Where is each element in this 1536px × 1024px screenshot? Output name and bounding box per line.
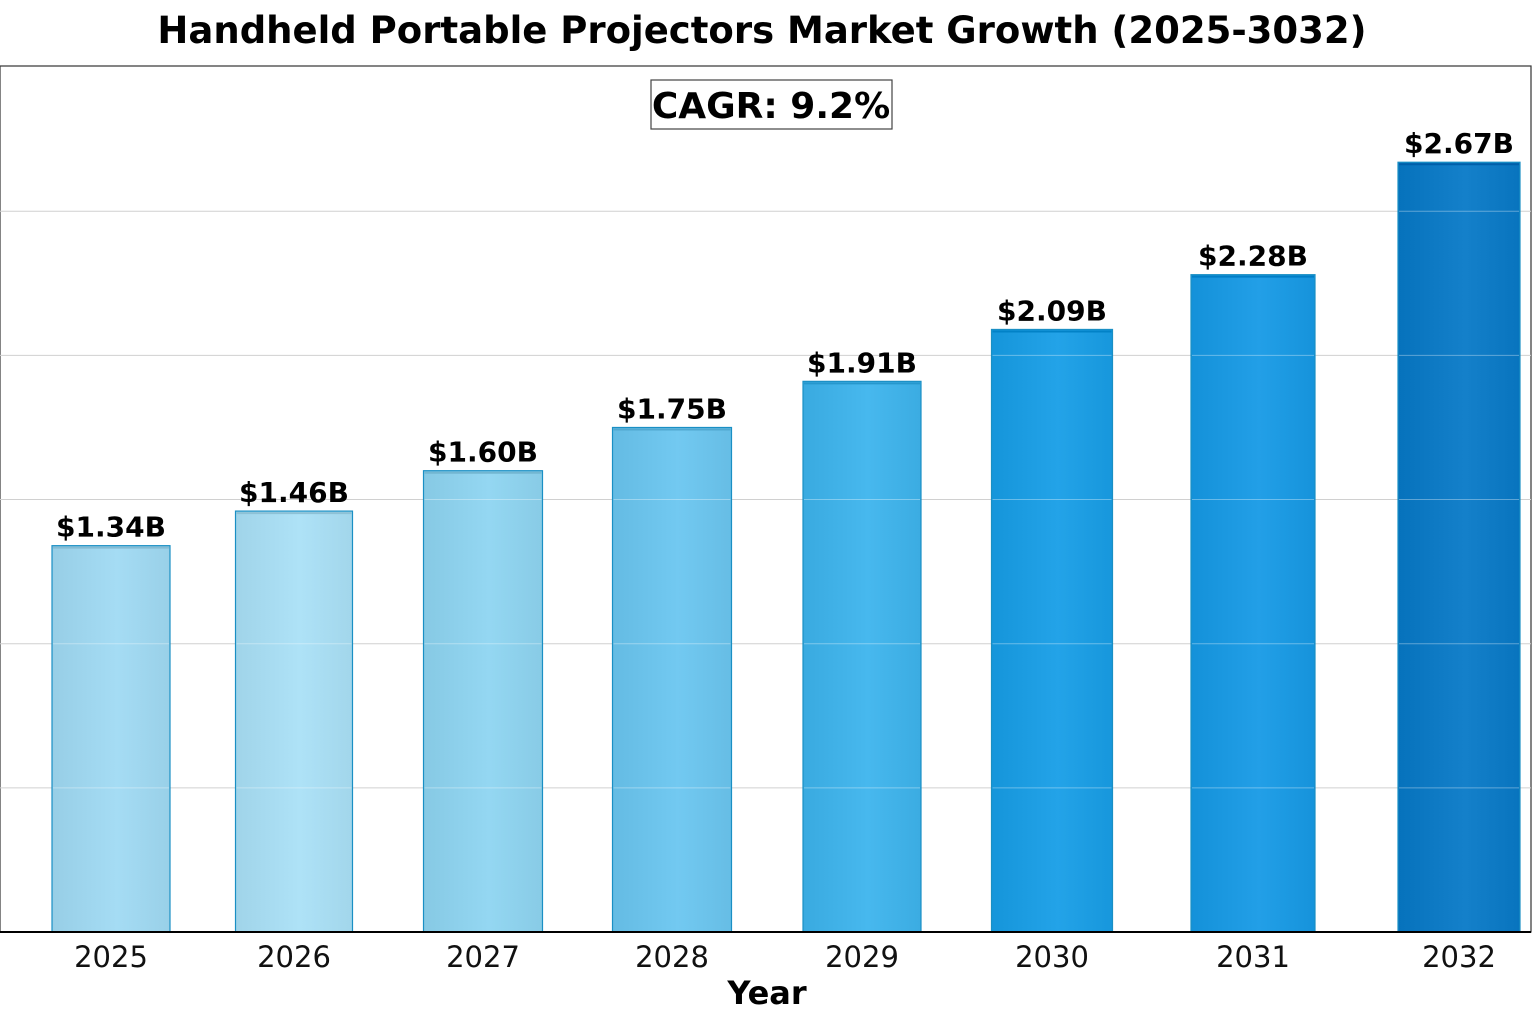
- bar-2027: [422, 470, 544, 933]
- bars: [51, 161, 1521, 933]
- value-label-2027: $1.60B: [428, 436, 538, 469]
- x-tick-label-2030: 2030: [1015, 940, 1089, 974]
- bar-2026: [234, 510, 354, 933]
- value-labels: $1.34B $1.46B $1.60B $1.75B $1.91B $2.09B $2.2…: [56, 127, 1514, 543]
- x-tick-labels: 2025 2026 2027 2028 2029 2030 2031 2032: [74, 940, 1496, 974]
- bar-2031: [1190, 274, 1316, 933]
- x-tick-label-2032: 2032: [1422, 940, 1496, 974]
- x-tick-label-2027: 2027: [446, 940, 520, 974]
- bar-2025: [51, 545, 171, 933]
- bar-2029: [802, 380, 922, 933]
- x-tick-label-2025: 2025: [74, 940, 148, 974]
- cagr-annotation-box: [650, 79, 893, 130]
- chart-title: Handheld Portable Projectors Market Grow…: [157, 9, 1366, 52]
- value-label-2025: $1.34B: [56, 511, 166, 544]
- x-tick-label-2026: 2026: [257, 940, 331, 974]
- value-label-2028: $1.75B: [617, 392, 727, 425]
- cagr-annotation: CAGR: 9.2%: [652, 86, 890, 127]
- value-label-2026: $1.46B: [239, 476, 349, 509]
- x-tick-label-2031: 2031: [1216, 940, 1290, 974]
- value-label-2031: $2.28B: [1198, 240, 1308, 273]
- bar-2030: [990, 328, 1114, 933]
- bar-2028: [611, 426, 733, 933]
- value-label-2032: $2.67B: [1404, 127, 1514, 160]
- value-label-2029: $1.91B: [807, 346, 917, 379]
- x-tick-label-2029: 2029: [825, 940, 899, 974]
- x-axis-title: Year: [726, 974, 807, 1012]
- x-tick-label-2028: 2028: [635, 940, 709, 974]
- bar-2032: [1397, 161, 1521, 933]
- value-label-2030: $2.09B: [997, 294, 1107, 327]
